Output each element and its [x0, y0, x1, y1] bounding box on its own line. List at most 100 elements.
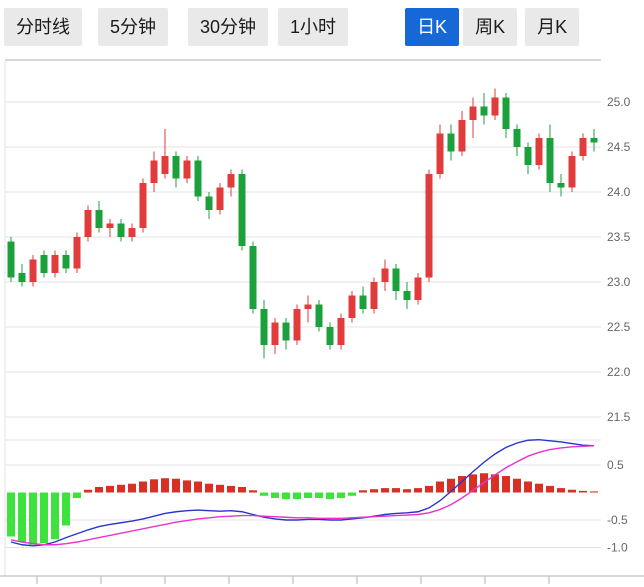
- candle: [370, 277, 378, 314]
- macd-bar: [183, 480, 191, 493]
- tab-time-line[interactable]: 分时线: [4, 8, 82, 46]
- macd-bar: [282, 492, 290, 500]
- candle-body: [106, 223, 114, 228]
- candle: [524, 142, 532, 174]
- candle: [590, 129, 598, 152]
- tab-5min[interactable]: 5分钟: [98, 8, 169, 46]
- candle: [447, 124, 455, 161]
- candle-body: [458, 120, 466, 152]
- candle: [304, 295, 312, 323]
- candle-body: [348, 295, 356, 318]
- candle-body: [161, 156, 169, 174]
- macd-bar: [469, 474, 477, 493]
- price-axis-label: 23.0: [607, 275, 631, 289]
- macd-bar: [447, 478, 455, 493]
- candle-body: [128, 228, 136, 237]
- candle: [183, 156, 191, 183]
- candle: [227, 169, 235, 197]
- tab-30min[interactable]: 30分钟: [188, 8, 269, 46]
- candle-body: [238, 174, 246, 246]
- price-axis-label: 24.0: [607, 185, 631, 199]
- candle: [557, 174, 565, 197]
- macd-axis-label: 0.5: [607, 458, 624, 472]
- candle: [73, 232, 81, 273]
- macd-bar: [128, 483, 136, 493]
- macd-bar: [425, 485, 433, 493]
- dea-line: [10, 445, 595, 546]
- candle: [425, 169, 433, 282]
- candle-body: [172, 156, 180, 179]
- macd-bar: [568, 489, 576, 493]
- macd-bar: [95, 487, 103, 493]
- macd-bar: [117, 484, 125, 493]
- candle: [502, 93, 510, 138]
- macd-bar: [216, 484, 224, 493]
- candle: [491, 88, 499, 120]
- candle-body: [524, 147, 532, 165]
- candle: [84, 205, 92, 242]
- candle-body: [315, 304, 323, 327]
- tab-monthly-k[interactable]: 月K: [525, 8, 580, 46]
- macd-bar: [546, 485, 554, 493]
- timeframe-toolbar: 分时线 5分钟 30分钟 1小时 日K 周K 月K: [0, 0, 644, 57]
- candle-body: [62, 255, 70, 269]
- candle: [359, 286, 367, 314]
- candle-body: [414, 277, 422, 300]
- tab-daily-k[interactable]: 日K: [405, 8, 460, 46]
- candle: [381, 259, 389, 291]
- candle-body: [491, 97, 499, 116]
- candle-body: [392, 268, 400, 291]
- candle-body: [469, 106, 477, 120]
- candle-body: [557, 183, 565, 188]
- macd-bar: [84, 489, 92, 493]
- candle: [62, 250, 70, 273]
- candle: [139, 178, 147, 233]
- candle-body: [51, 255, 59, 273]
- candle-body: [535, 138, 543, 165]
- macd-bar: [590, 491, 598, 493]
- tab-weekly-k[interactable]: 周K: [463, 8, 518, 46]
- macd-histogram: [7, 473, 598, 545]
- price-axis-label: 22.5: [607, 320, 631, 334]
- macd-bar: [414, 488, 422, 493]
- candle-body: [403, 291, 411, 300]
- macd-bar: [359, 490, 367, 493]
- candle-body: [194, 160, 202, 197]
- macd-bar: [238, 487, 246, 493]
- candle: [579, 133, 587, 161]
- candle: [29, 255, 37, 287]
- macd-bar: [18, 492, 26, 542]
- candle-body: [40, 255, 48, 273]
- macd-axis-label: -1.0: [607, 541, 628, 555]
- macd-bar: [579, 490, 587, 493]
- macd-bar: [139, 481, 147, 493]
- candle: [282, 318, 290, 350]
- candle-body: [436, 133, 444, 174]
- candle: [117, 219, 125, 242]
- candle-body: [84, 210, 92, 237]
- candle-body: [502, 97, 510, 129]
- macd-bar: [29, 492, 37, 545]
- candle-body: [370, 282, 378, 309]
- macd-bar: [513, 478, 521, 493]
- candle: [172, 151, 180, 188]
- tab-1hour[interactable]: 1小时: [278, 8, 349, 46]
- candle: [51, 250, 59, 278]
- candle: [7, 237, 15, 282]
- candle-body: [139, 183, 147, 228]
- candle: [348, 291, 356, 323]
- macd-bar: [40, 492, 48, 544]
- macd-bar: [491, 474, 499, 493]
- candle: [337, 313, 345, 350]
- macd-bar: [348, 492, 356, 496]
- candle: [568, 151, 576, 192]
- macd-bar: [458, 476, 466, 493]
- candle-body: [326, 327, 334, 345]
- macd-bar: [392, 488, 400, 493]
- candlestick-macd-chart[interactable]: 25.0 24.5 24.0 23.5 23.0 22.5 22.0 21.5 0.5 -0.5 -…: [0, 57, 644, 587]
- candle: [403, 282, 411, 309]
- candle-body: [95, 210, 103, 228]
- candle-body: [183, 160, 191, 179]
- candle-body: [513, 129, 521, 147]
- macd-bar: [293, 492, 301, 500]
